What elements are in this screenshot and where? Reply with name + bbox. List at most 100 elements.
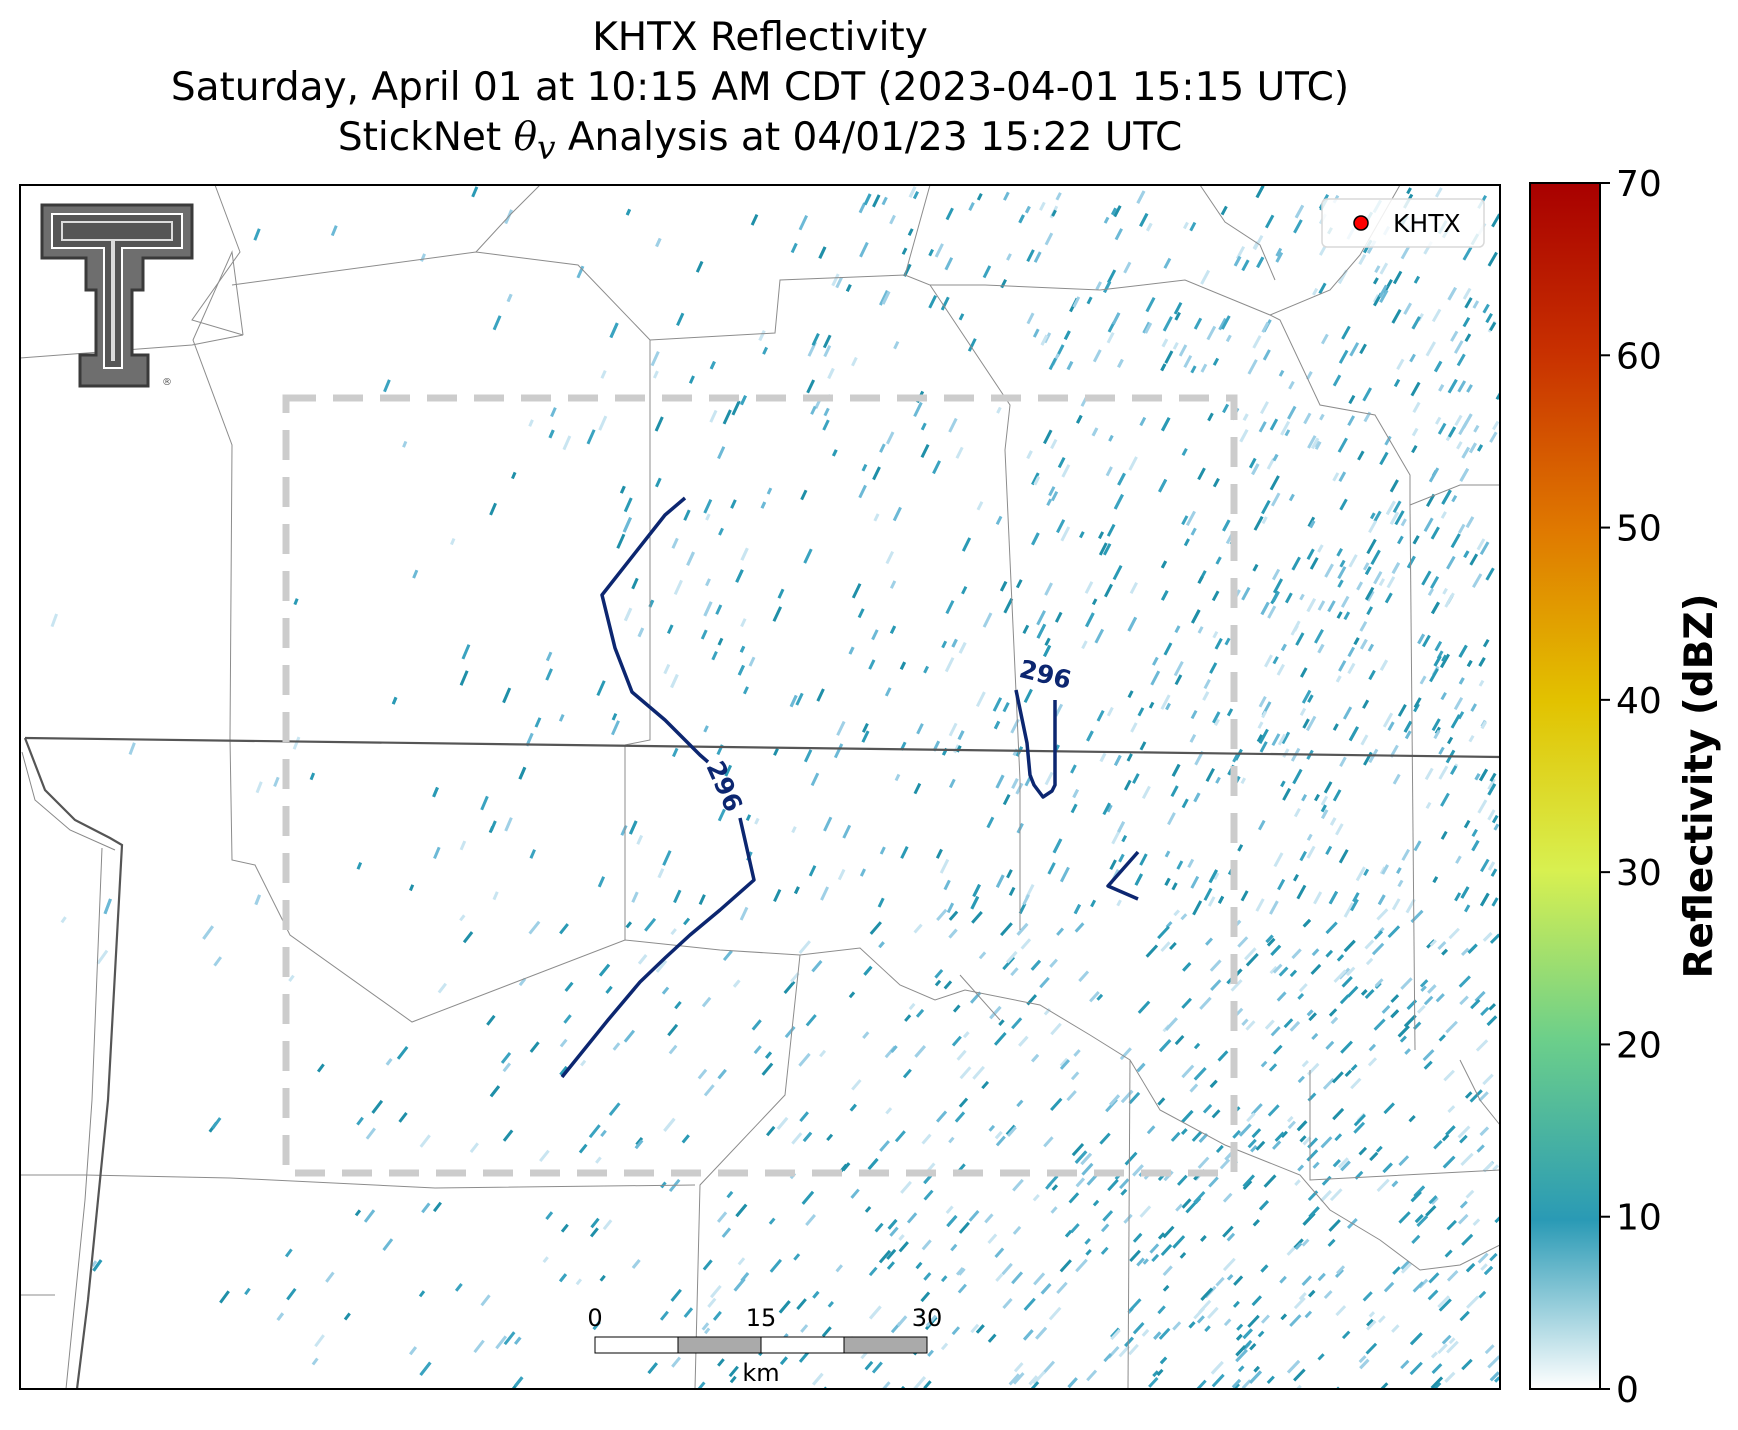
reflectivity-echo xyxy=(1472,573,1483,589)
reflectivity-echo xyxy=(1272,1044,1283,1055)
reflectivity-echo xyxy=(1056,344,1065,357)
reflectivity-echo xyxy=(1178,344,1188,357)
reflectivity-echo xyxy=(726,1190,734,1199)
reflectivity-echo xyxy=(1100,1246,1109,1255)
reflectivity-echo xyxy=(548,429,555,439)
reflectivity-echo xyxy=(1072,788,1079,799)
reflectivity-echo xyxy=(1181,515,1189,526)
reflectivity-echo xyxy=(1157,1232,1166,1240)
reflectivity-echo xyxy=(1245,1020,1256,1031)
reflectivity-echo xyxy=(1091,598,1098,606)
colorbar-tick-label: 40 xyxy=(1616,681,1662,722)
reflectivity-echo xyxy=(563,1014,572,1024)
reflectivity-echo xyxy=(559,1065,568,1076)
reflectivity-echo xyxy=(1457,380,1467,393)
reflectivity-echo xyxy=(1334,1133,1343,1142)
reflectivity-echo xyxy=(748,656,756,667)
legend-label-khtx: KHTX xyxy=(1393,209,1461,238)
reflectivity-echo xyxy=(1165,702,1171,711)
reflectivity-echo xyxy=(936,908,948,921)
reflectivity-echo xyxy=(1067,1377,1078,1389)
reflectivity-echo xyxy=(559,1273,568,1283)
reflectivity-echo xyxy=(940,1275,948,1283)
reflectivity-echo xyxy=(1055,192,1062,201)
reflectivity-echo xyxy=(1295,632,1305,646)
reflectivity-echo xyxy=(948,928,958,939)
reflectivity-echo xyxy=(1103,216,1110,224)
reflectivity-echo xyxy=(284,1248,293,1258)
reflectivity-echo xyxy=(1413,840,1422,852)
reflectivity-echo xyxy=(758,330,766,341)
reflectivity-echo xyxy=(1435,187,1443,198)
reflectivity-echo xyxy=(889,580,897,589)
reflectivity-echo xyxy=(1293,1296,1306,1310)
reflectivity-echo xyxy=(802,1131,813,1143)
reflectivity-echo xyxy=(398,1112,408,1123)
reflectivity-echo xyxy=(1307,435,1317,449)
reflectivity-echo xyxy=(609,322,619,339)
reflectivity-echo xyxy=(1329,817,1337,826)
reflectivity-echo xyxy=(1409,1361,1423,1376)
reflectivity-echo xyxy=(1057,457,1066,469)
reflectivity-echo xyxy=(1345,966,1356,977)
reflectivity-echo xyxy=(1095,281,1102,291)
reflectivity-echo xyxy=(1409,1332,1423,1346)
reflectivity-echo xyxy=(1472,1218,1481,1227)
reflectivity-echo xyxy=(920,1291,931,1303)
reflectivity-echo xyxy=(935,848,943,859)
reflectivity-echo xyxy=(1157,1097,1166,1106)
reflectivity-echo xyxy=(1470,703,1478,712)
reflectivity-echo xyxy=(1275,247,1283,257)
reflectivity-echo xyxy=(1012,1225,1022,1235)
reflectivity-echo xyxy=(1119,1178,1130,1190)
reflectivity-echo xyxy=(1222,403,1230,414)
reflectivity-echo xyxy=(1001,1262,1013,1276)
reflectivity-echo xyxy=(1308,1289,1316,1298)
reflectivity-echo xyxy=(599,1274,606,1282)
reflectivity-echo xyxy=(605,985,613,994)
reflectivity-echo xyxy=(1431,1381,1442,1389)
reflectivity-echo xyxy=(765,1051,772,1059)
reflectivity-echo xyxy=(945,1205,954,1215)
reflectivity-echo xyxy=(1026,450,1033,460)
reflectivity-echo xyxy=(1368,669,1376,681)
reflectivity-echo xyxy=(794,886,800,895)
reflectivity-echo xyxy=(588,1124,601,1139)
reflectivity-echo xyxy=(1369,512,1376,520)
reflectivity-echo xyxy=(686,551,695,566)
reflectivity-echo xyxy=(791,1132,803,1145)
reflectivity-echo xyxy=(927,1349,934,1357)
reflectivity-echo xyxy=(623,497,633,513)
reflectivity-echo xyxy=(851,583,862,599)
reflectivity-echo xyxy=(1085,1249,1092,1256)
reflectivity-echo xyxy=(1352,892,1360,903)
reflectivity-echo xyxy=(835,1264,843,1273)
reflectivity-echo xyxy=(1438,1034,1446,1042)
reflectivity-echo xyxy=(1309,557,1319,570)
reflectivity-echo xyxy=(534,717,542,728)
reflectivity-echo xyxy=(1183,538,1190,547)
reflectivity-echo xyxy=(1132,773,1140,784)
reflectivity-echo xyxy=(580,1059,587,1067)
reflectivity-echo xyxy=(1369,1151,1379,1162)
reflectivity-echo xyxy=(1274,1131,1285,1142)
reflectivity-echo xyxy=(1246,1112,1256,1123)
reflectivity-echo xyxy=(412,569,419,579)
reflectivity-echo xyxy=(1386,576,1396,589)
reflectivity-echo xyxy=(1167,812,1176,826)
reflectivity-echo xyxy=(1000,922,1013,937)
reflectivity-echo xyxy=(432,1201,442,1213)
reflectivity-echo xyxy=(1032,1193,1040,1202)
reflectivity-echo xyxy=(761,1062,774,1076)
reflectivity-echo xyxy=(1483,1265,1494,1276)
reflectivity-echo xyxy=(1385,500,1396,516)
reflectivity-echo xyxy=(1310,963,1322,975)
reflectivity-echo xyxy=(1010,967,1019,977)
reflectivity-echo xyxy=(1490,868,1498,877)
reflectivity-echo xyxy=(1289,1021,1301,1032)
reflectivity-echo xyxy=(1366,590,1375,602)
reflectivity-echo xyxy=(1018,1035,1029,1047)
reflectivity-echo xyxy=(655,237,662,248)
reflectivity-echo xyxy=(868,659,876,670)
reflectivity-echo xyxy=(1033,1272,1046,1286)
